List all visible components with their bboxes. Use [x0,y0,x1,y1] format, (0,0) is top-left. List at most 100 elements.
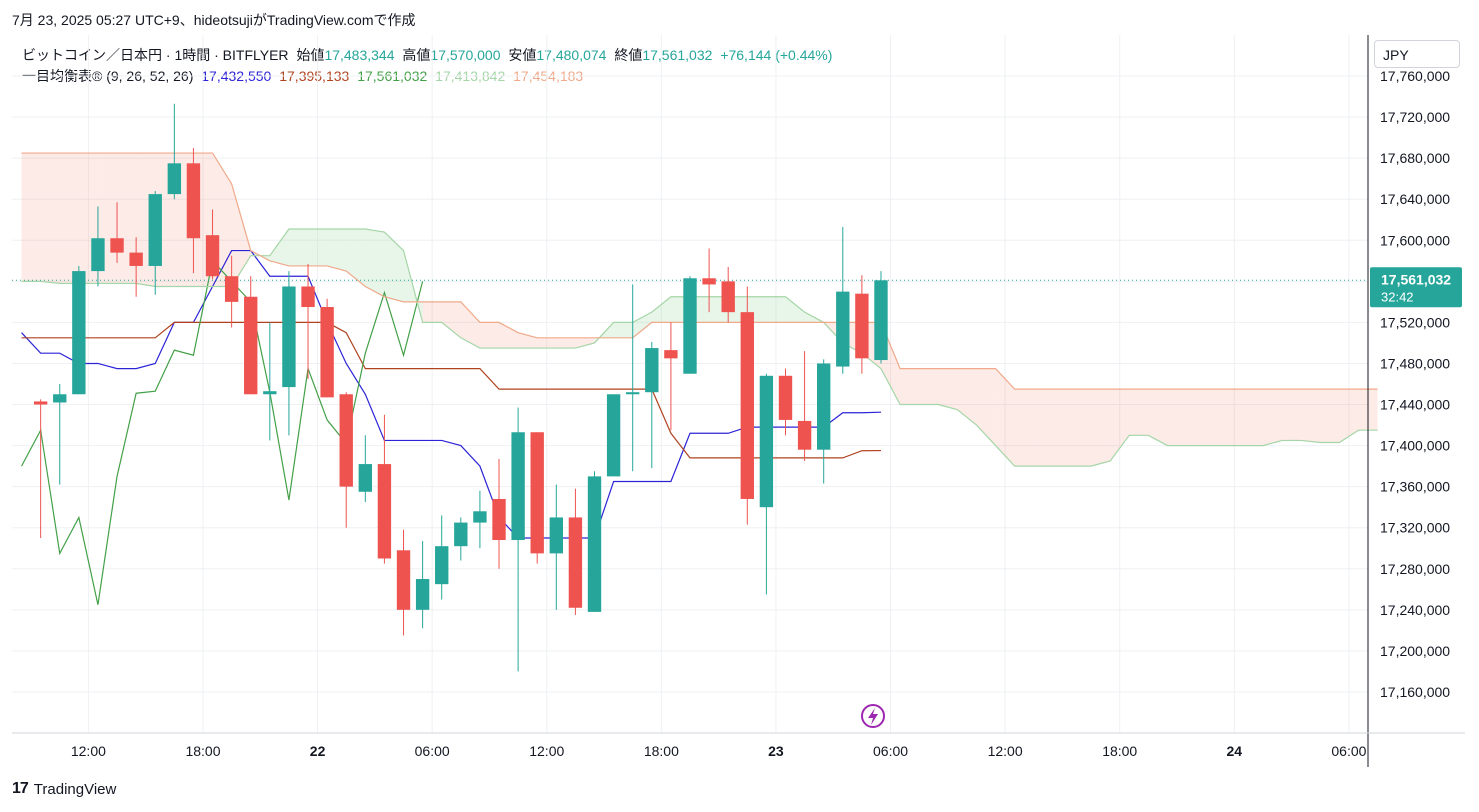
cloud-segment [1129,389,1149,436]
candle-body [263,391,277,395]
cloud-segment [632,312,652,338]
candle-body [817,363,831,450]
candle-body [358,464,373,492]
x-tick-label: 12:00 [529,743,564,759]
y-tick-label: 17,640,000 [1380,191,1450,207]
candle-body [759,375,774,508]
cloud-segment [21,153,41,282]
axes [12,35,1465,767]
candle-body [645,348,659,393]
y-tick-label: 17,240,000 [1380,602,1450,618]
close-value: 17,561,032 [642,47,713,63]
high-value: 17,570,000 [430,47,501,63]
ichimoku-cloud [21,153,1378,467]
x-tick-label: 06:00 [1331,743,1366,759]
candle-body [377,464,392,559]
candle-body [110,238,124,253]
candle-body [702,278,716,285]
cloud-segment [1071,389,1092,467]
candle-body [435,546,449,585]
candles [33,103,888,672]
cloud-segment [1033,389,1053,467]
candle-body [301,286,315,308]
x-tick-label: 12:00 [71,743,106,759]
candle-body [129,252,143,266]
cloud-segment [1301,389,1321,443]
cloud-segment [1014,389,1034,467]
candle-body [836,291,850,367]
cloud-segment [269,229,289,266]
cloud-segment [1148,389,1168,446]
cloud-segment [1243,389,1263,446]
y-tick-label: 17,520,000 [1380,314,1450,330]
candle-body [874,280,888,361]
cloud-segment [651,296,671,323]
y-tick-label: 17,440,000 [1380,397,1450,413]
x-tick-label: 22 [310,743,326,759]
cloud-segment [1110,389,1130,461]
cloud-segment [460,301,480,349]
cloud-segment [976,368,996,446]
cloud-segment [346,229,366,287]
cloud-segment [575,337,595,349]
spanB-line [21,152,1378,390]
cloud-segment [537,337,557,349]
candle-body [415,579,430,610]
cloud-segment [919,368,939,405]
cloud-segment [938,368,958,410]
y-tick-label: 17,160,000 [1380,684,1450,700]
candle-body [492,498,506,541]
lightning-icon[interactable] [861,704,885,728]
candle-body [53,394,67,403]
candle-body [740,312,754,499]
y-tick-label: 17,400,000 [1380,438,1450,454]
candle-body [778,375,793,420]
cloud-segment [499,322,519,349]
cloud-segment [1262,389,1283,446]
candle-body [683,278,697,374]
y-tick-label: 17,320,000 [1380,520,1450,536]
candle-body [797,420,812,450]
candle-body [568,517,583,608]
cloud-segment [288,229,309,266]
candle-body [91,238,105,272]
currency-selector[interactable]: JPY [1374,40,1460,68]
candle-body [454,522,468,547]
price-tag-price: 17,561,032 [1381,271,1451,287]
x-tick-label: 24 [1227,743,1243,759]
cloud-segment [1320,389,1340,443]
cloud-segment [900,368,920,405]
footer-brand: 17 TradingView [12,780,116,798]
candle-body [606,394,621,477]
low-value: 17,480,074 [536,47,607,63]
open-value: 17,483,344 [324,47,395,63]
price-tag-countdown: 32:42 [1381,289,1414,304]
cloud-segment [40,153,60,284]
cloud-segment [785,296,805,323]
cloud-segment [1186,389,1206,446]
kijun-line [21,321,881,459]
candle-body [167,163,182,195]
spanA-line [21,228,1378,467]
cloud-segment [766,296,786,323]
tenkan-line [21,249,882,539]
x-tick-label: 12:00 [988,743,1023,759]
candle-body [549,517,563,554]
cloud-segment [384,232,404,302]
candle-body [339,394,353,487]
close-label: 終値 [614,47,643,63]
candle-body [855,293,869,359]
candle-body [587,476,602,612]
y-tick-label: 17,600,000 [1380,232,1450,248]
published-caption: 7月 23, 2025 05:27 UTC+9、hideotsujiがTradi… [12,12,416,28]
candle-body [33,401,48,405]
cloud-segment [957,368,977,426]
cloud-segment [327,229,347,272]
high-label: 高値 [402,47,431,63]
candle-body [224,276,239,302]
cloud-segment [59,153,79,284]
y-tick-label: 17,360,000 [1380,479,1450,495]
x-tick-label: 18:00 [1102,743,1137,759]
cloud-segment [365,229,385,297]
